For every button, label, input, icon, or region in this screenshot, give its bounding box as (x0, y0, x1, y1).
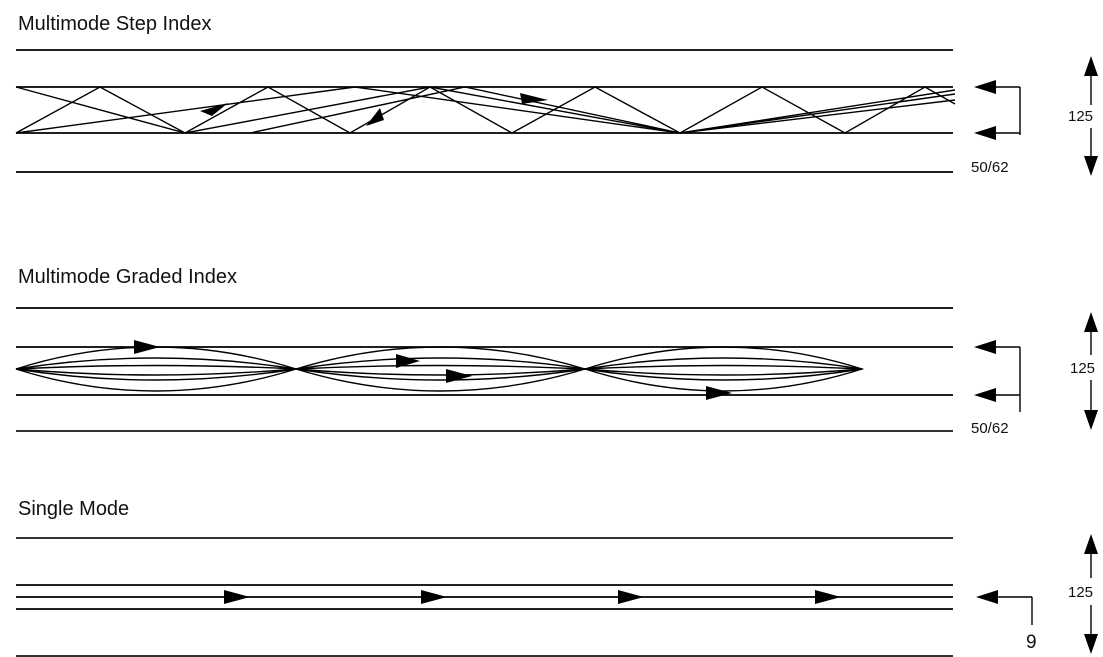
graded-index-core-label: 50/62 (971, 420, 1009, 437)
core-arrow-icon (974, 80, 996, 94)
single-mode-title: Single Mode (18, 498, 129, 520)
single-mode-core-dimension: 9 (976, 590, 1037, 653)
graded-index-cladding-label: 125 (1070, 360, 1095, 377)
up-arrow-icon (1084, 534, 1098, 554)
ray-arrowhead (421, 590, 447, 604)
ray-arrowhead (815, 590, 841, 604)
ray-arrowhead (396, 354, 420, 368)
ray-arrowhead (618, 590, 644, 604)
ray-arrowhead (134, 340, 160, 354)
single-mode-section: Single Mode 9 125 (16, 498, 1098, 657)
step-index-title: Multimode Step Index (18, 13, 211, 35)
single-mode-cladding-dimension: 125 (1068, 534, 1098, 654)
graded-index-ray-bundle (295, 346, 588, 392)
graded-index-cladding-dimension: 125 (1070, 312, 1098, 430)
step-index-arrowhead (520, 93, 548, 104)
step-index-ray-medium (249, 86, 956, 134)
graded-index-title: Multimode Graded Index (18, 266, 237, 288)
single-mode-cladding-label: 125 (1068, 584, 1093, 601)
graded-index-section: Multimode Graded Index (15, 266, 1098, 437)
core-arrow-icon (976, 590, 998, 604)
step-index-arrowhead (200, 103, 228, 116)
down-arrow-icon (1084, 634, 1098, 654)
step-index-core-dimension: 50/62 (971, 80, 1021, 176)
up-arrow-icon (1084, 56, 1098, 76)
step-index-ray-steep (15, 86, 956, 134)
ray-arrowhead (224, 590, 250, 604)
single-mode-core-label: 9 (1026, 632, 1037, 653)
step-index-section: Multimode Step Index 50/62 125 (15, 13, 1098, 176)
down-arrow-icon (1084, 410, 1098, 430)
step-index-ray-zigzag (15, 86, 956, 134)
step-index-cladding-label: 125 (1068, 108, 1093, 125)
ray-arrowhead (446, 369, 472, 383)
ray-arrowhead (706, 386, 732, 400)
step-index-core-label: 50/62 (971, 159, 1009, 176)
down-arrow-icon (1084, 156, 1098, 176)
graded-index-ray-bundle (584, 346, 865, 400)
core-arrow-icon (974, 340, 996, 354)
step-index-cladding-dimension: 125 (1068, 56, 1098, 176)
step-index-ray-shallow (15, 86, 956, 134)
core-arrow-icon (974, 388, 996, 402)
step-index-arrowhead (366, 108, 384, 126)
graded-index-core-dimension: 50/62 (971, 340, 1021, 437)
core-arrow-icon (974, 126, 996, 140)
up-arrow-icon (1084, 312, 1098, 332)
